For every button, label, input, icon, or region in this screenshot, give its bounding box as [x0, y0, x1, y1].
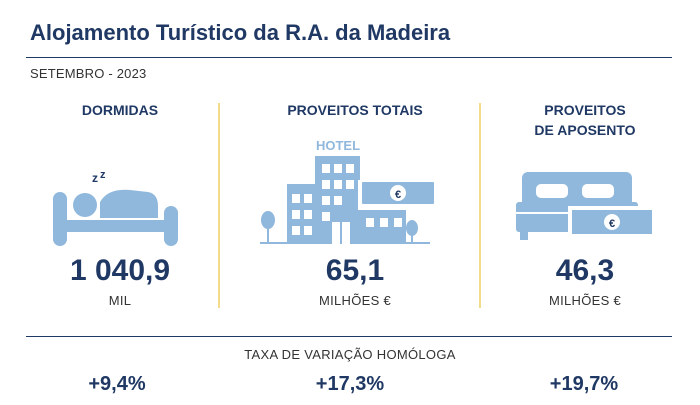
- indicator-value: 46,3: [555, 254, 615, 287]
- variation-proveitos-aposento: +19,7%: [549, 373, 619, 395]
- svg-text:€: €: [609, 218, 615, 230]
- footer-divider: [26, 336, 672, 337]
- column-divider: [218, 103, 220, 308]
- variation-dormidas: +9,4%: [88, 373, 146, 395]
- period-label: SETEMBRO - 2023: [30, 66, 147, 81]
- svg-text:z: z: [100, 169, 106, 181]
- variation-label: TAXA DE VARIAÇÃO HOMÓLOGA: [244, 347, 456, 362]
- title-divider: [26, 57, 672, 58]
- indicator-label: PROVEITOS TOTAIS: [287, 102, 423, 118]
- page-title: Alojamento Turístico da R.A. da Madeira: [30, 20, 451, 45]
- indicator-label-line1: PROVEITOS: [544, 102, 626, 118]
- indicator-value: 65,1: [325, 254, 385, 287]
- indicator-unit: MILHÕES €: [548, 293, 622, 308]
- hotel-sign: HOTEL: [316, 138, 360, 153]
- indicator-value: 1 040,9: [69, 254, 171, 287]
- column-divider: [479, 103, 481, 308]
- indicator-proveitos-aposento: PROVEITOS DE APOSENTO € 46,3 MILHÕES €: [490, 100, 680, 315]
- indicator-proveitos-totais: PROVEITOS TOTAIS: [240, 100, 470, 315]
- sleeping-person-icon: z z: [53, 169, 178, 246]
- hotel-icon: € HOTEL: [260, 138, 436, 244]
- svg-text:z: z: [92, 171, 98, 185]
- variation-proveitos-totais: +17,3%: [315, 373, 385, 395]
- svg-text:€: €: [395, 189, 401, 201]
- indicator-dormidas: DORMIDAS z z 1 040,9 MIL: [30, 100, 210, 315]
- indicator-unit: MILHÕES €: [318, 293, 392, 308]
- indicator-label-line2: DE APOSENTO: [534, 122, 636, 138]
- indicator-unit: MIL: [108, 293, 132, 308]
- bed-euro-icon: €: [516, 172, 656, 240]
- indicator-label: DORMIDAS: [81, 102, 159, 118]
